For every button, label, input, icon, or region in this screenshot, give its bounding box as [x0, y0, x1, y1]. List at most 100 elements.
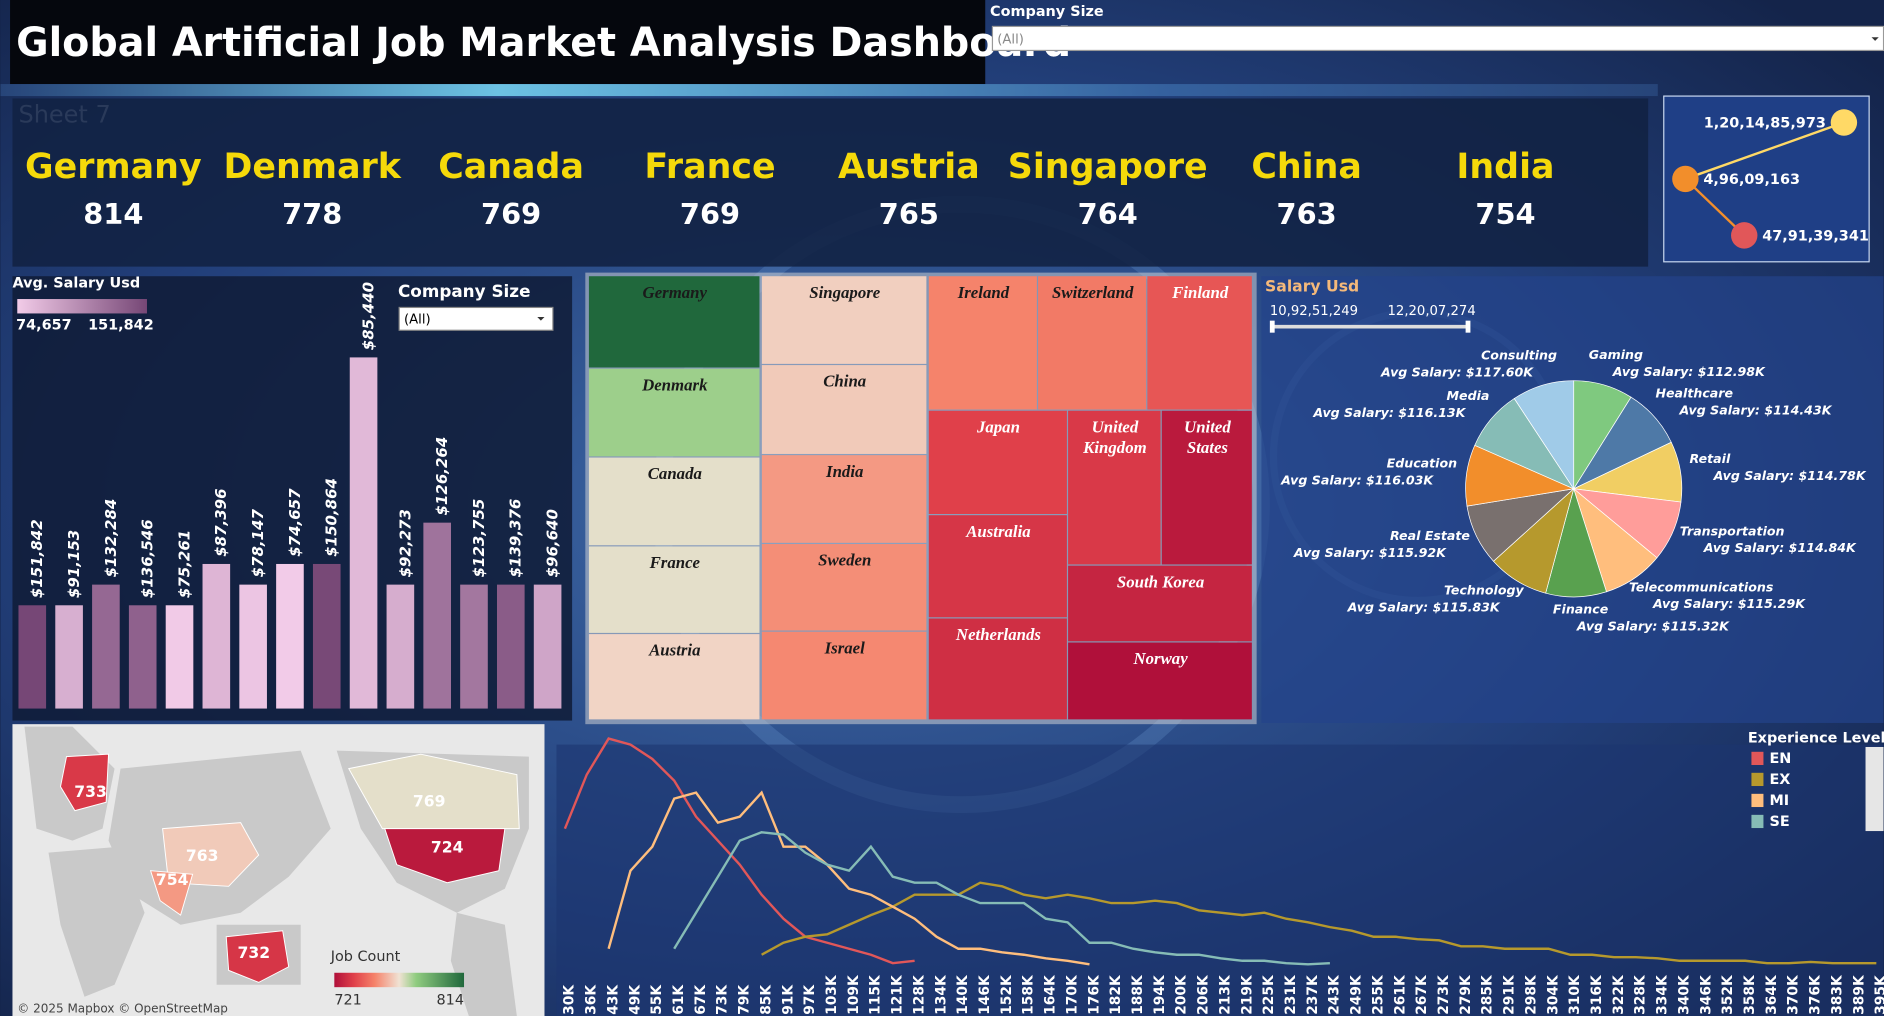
map-label: 732: [238, 944, 271, 962]
bar: [92, 584, 120, 709]
bar-label: $136,546: [139, 519, 157, 598]
bar: [533, 584, 562, 709]
bar: [423, 522, 451, 709]
point-label: 1,20,14,85,973: [1704, 116, 1826, 132]
filter-dropdown[interactable]: [398, 306, 554, 331]
x-tick-label: 152K: [999, 974, 1015, 1015]
tile-label-box: United States: [1184, 419, 1231, 458]
x-tick-label: 285K: [1480, 974, 1496, 1015]
bar-label: $91,153: [65, 530, 83, 598]
x-tick-label: 328K: [1633, 974, 1649, 1015]
header-bar: [10, 0, 986, 85]
tile-label-box: Germany: [643, 285, 707, 303]
map-label: 733: [74, 783, 107, 801]
tile-label: Austria: [649, 642, 701, 661]
slider-handle[interactable]: [1269, 320, 1275, 333]
treemap-tile: [761, 276, 927, 364]
x-tick-label: 164K: [1043, 974, 1059, 1015]
line-panel: [556, 744, 1884, 1016]
treemap-tile: [761, 544, 927, 631]
slice-name: Transportation: [1680, 523, 1785, 538]
kpi-count: 764: [1078, 197, 1138, 231]
x-tick-label: 291K: [1502, 974, 1518, 1015]
bar-label: $92,273: [396, 509, 414, 577]
bar: [18, 605, 47, 709]
legend-label: MI: [1769, 793, 1789, 809]
treemap-tile: [1068, 565, 1252, 642]
bar-label: $85,440: [359, 282, 377, 350]
x-tick-label: 267K: [1414, 974, 1430, 1015]
x-tick-label: 36K: [584, 984, 600, 1015]
tile-label: Canada: [647, 465, 702, 484]
slice-label: Avg Salary: $114.78K: [1713, 468, 1867, 483]
bar-label: $132,284: [102, 499, 120, 578]
tile-label-box: Japan: [976, 419, 1020, 438]
x-tick-label: 67K: [693, 984, 709, 1015]
x-tick-label: 237K: [1305, 974, 1321, 1015]
slice-name: Finance: [1553, 602, 1609, 617]
bar: [386, 584, 415, 709]
treemap-tile: [588, 276, 760, 368]
kpi-country: China: [1251, 147, 1362, 187]
bar-label: $150,864: [323, 478, 341, 557]
slider-handle[interactable]: [1465, 320, 1471, 333]
series-line: [607, 790, 1090, 966]
kpi-count: 769: [481, 197, 541, 231]
connector: [1684, 121, 1845, 181]
bar-label: $78,147: [249, 509, 267, 578]
x-tick-label: 170K: [1064, 974, 1080, 1015]
slice-name: Healthcare: [1655, 386, 1733, 401]
slice-label: Avg Salary: $114.84K: [1703, 540, 1857, 555]
x-tick-label: 61K: [671, 984, 687, 1015]
map-region: [225, 930, 290, 983]
tile-label-box: South Korea: [1117, 574, 1204, 592]
treemap-tile: [1161, 410, 1252, 565]
treemap-tile: [928, 618, 1067, 720]
map-label: 754: [156, 871, 189, 889]
point-label: 47,91,39,341: [1762, 229, 1869, 245]
map-region: [59, 753, 110, 812]
tile-label: Finland: [1172, 284, 1229, 303]
map-region: [347, 753, 520, 830]
x-tick-label: 146K: [977, 974, 993, 1015]
tile-label: Sweden: [818, 552, 872, 571]
x-tick-label: 376K: [1808, 974, 1824, 1015]
x-tick-label: 79K: [737, 984, 753, 1015]
scrollbar[interactable]: [1865, 746, 1884, 832]
kpi-country: Austria: [838, 147, 980, 187]
map-label: 724: [431, 838, 464, 856]
bar: [276, 563, 304, 709]
bar-label: $151,842: [28, 519, 46, 598]
tile-label: United States: [1184, 419, 1231, 458]
tile-label: United Kingdom: [1083, 419, 1147, 458]
kpi-country: Germany: [25, 147, 202, 187]
series-line: [563, 737, 915, 965]
x-tick-label: 109K: [846, 974, 862, 1015]
treemap-tile: [928, 276, 1037, 410]
bar-label: $139,376: [507, 499, 525, 578]
treemap-tile: [761, 631, 927, 720]
tile-label-box: Sweden: [818, 552, 872, 571]
x-tick-label: 49K: [627, 984, 643, 1015]
tile-label-box: Ireland: [957, 284, 1010, 303]
tile-label: China: [823, 373, 867, 392]
filter-dropdown[interactable]: [991, 25, 1884, 52]
kpi-country: Denmark: [224, 147, 402, 187]
tile-label-box: Australia: [966, 524, 1030, 542]
range-max: 12,20,07,274: [1388, 304, 1476, 319]
bar: [165, 605, 194, 709]
slice-name: Retail: [1690, 451, 1731, 466]
legend-swatch: [1751, 814, 1764, 829]
tile-label-box: Denmark: [642, 377, 707, 395]
x-tick-label: 43K: [605, 984, 621, 1015]
x-tick-label: 206K: [1196, 974, 1212, 1015]
tile-label: Singapore: [809, 284, 881, 303]
x-tick-label: 97K: [802, 984, 818, 1015]
tile-label: Japan: [976, 419, 1020, 438]
header-glow: [0, 84, 1658, 97]
slice-label: Avg Salary: $112.98K: [1612, 364, 1766, 379]
tile-label-box: Switzerland: [1052, 285, 1133, 303]
tile-label: Ireland: [957, 284, 1010, 303]
tile-label-box: Austria: [649, 642, 701, 661]
